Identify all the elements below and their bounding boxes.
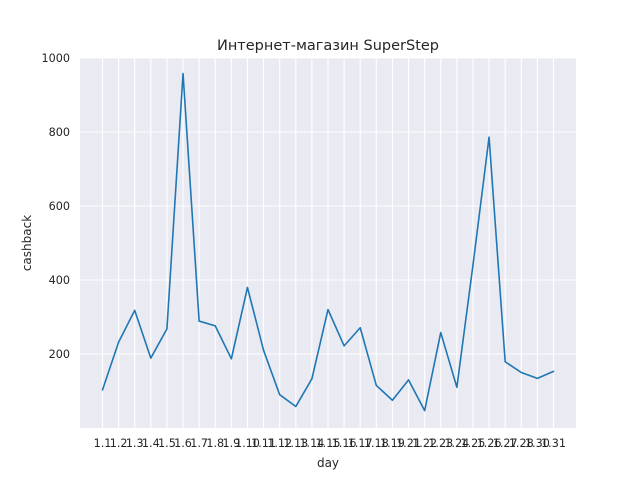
x-tick-label: 1.30 — [525, 437, 550, 450]
x-tick-label: 1.4 — [142, 437, 160, 450]
y-tick-label: 800 — [49, 126, 70, 139]
y-tick-label: 600 — [49, 200, 70, 213]
x-tick-labels: 1.11.21.31.41.51.61.71.81.91.101.111.121… — [94, 437, 566, 450]
x-tick-label: 1.12 — [267, 437, 292, 450]
x-tick-label: 1.9 — [222, 437, 240, 450]
series-group — [101, 72, 555, 412]
x-tick-label: 1.5 — [158, 437, 176, 450]
y-tick-label: 1000 — [42, 52, 70, 65]
chart-title: Интернет-магазин SuperStep — [217, 38, 439, 54]
x-tick-label: 1.8 — [206, 437, 224, 450]
x-tick-label: 1.2 — [110, 437, 128, 450]
x-tick-label: 1.3 — [126, 437, 144, 450]
x-tick-label: 1.11 — [251, 437, 276, 450]
x-tick-label: 1.19 — [380, 437, 405, 450]
x-tick-label: 1.15 — [316, 437, 341, 450]
x-tick-label: 1.7 — [190, 437, 208, 450]
x-tick-label: 1.16 — [332, 437, 357, 450]
x-tick-label: 1.14 — [299, 437, 324, 450]
x-axis-label: day — [317, 456, 339, 470]
x-tick-label: 1.1 — [94, 437, 112, 450]
x-tick-label: 1.10 — [235, 437, 260, 450]
x-tick-label: 1.13 — [283, 437, 308, 450]
x-tick-label: 1.23 — [428, 437, 453, 450]
x-tick-label: 1.18 — [364, 437, 389, 450]
x-tick-label: 1.28 — [509, 437, 534, 450]
grid-lines — [80, 57, 576, 428]
x-tick-label: 1.25 — [461, 437, 486, 450]
x-tick-label: 1.17 — [348, 437, 373, 450]
x-tick-label: 1.6 — [174, 437, 192, 450]
y-axis-label: cashback — [20, 215, 34, 271]
x-tick-label: 1.24 — [444, 437, 469, 450]
y-tick-label: 400 — [49, 274, 70, 287]
x-tick-label: 1.22 — [412, 437, 437, 450]
y-tick-label: 200 — [49, 348, 70, 361]
x-tick-label: 1.26 — [477, 437, 502, 450]
y-tick-labels: 200 400 600 800 1000 — [42, 52, 70, 361]
x-tick-label: 1.31 — [541, 437, 566, 450]
x-tick-label: 1.27 — [493, 437, 518, 450]
x-tick-label: 1.21 — [396, 437, 421, 450]
